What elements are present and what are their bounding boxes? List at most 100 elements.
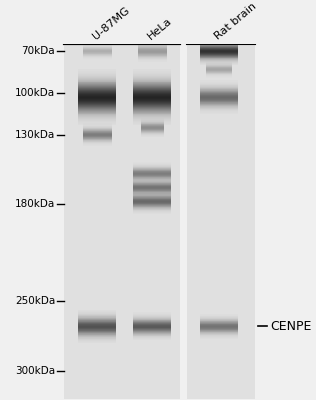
Bar (200, 47, 238, 48)
Bar (78, 314, 116, 315)
Bar (200, 335, 238, 336)
Text: 250kDa: 250kDa (15, 296, 55, 306)
Bar (200, 40, 238, 41)
Bar (200, 113, 238, 114)
Bar (133, 118, 171, 119)
FancyBboxPatch shape (187, 44, 255, 399)
Bar (78, 101, 116, 102)
Bar (200, 44, 238, 45)
Bar (133, 124, 171, 125)
Bar (78, 338, 116, 339)
Bar (133, 77, 171, 78)
Bar (133, 93, 171, 94)
Bar (200, 83, 238, 84)
Bar (133, 75, 171, 76)
Bar (78, 118, 116, 119)
Bar (200, 104, 238, 105)
Bar (133, 84, 171, 85)
Bar (133, 330, 171, 331)
Bar (200, 101, 238, 102)
Text: U-87MG: U-87MG (91, 5, 131, 42)
Bar (78, 327, 116, 328)
Bar (78, 87, 116, 88)
Bar (133, 106, 171, 107)
Bar (78, 73, 116, 74)
Bar (133, 123, 171, 124)
Bar (78, 330, 116, 331)
Bar (133, 206, 171, 207)
Bar (78, 76, 116, 77)
Bar (78, 311, 116, 312)
Bar (200, 111, 238, 112)
Bar (78, 340, 116, 341)
Text: HeLa: HeLa (146, 16, 174, 42)
Bar (78, 94, 116, 95)
Bar (200, 320, 238, 321)
Bar (200, 330, 238, 331)
Bar (200, 314, 238, 315)
Bar (200, 37, 238, 38)
Bar (200, 53, 238, 54)
Bar (200, 338, 238, 339)
Bar (78, 339, 116, 340)
Bar (133, 331, 171, 332)
Bar (133, 328, 171, 329)
Bar (78, 321, 116, 322)
Bar (200, 61, 238, 62)
Bar (78, 83, 116, 84)
Bar (78, 318, 116, 319)
Bar (133, 324, 171, 325)
Bar (133, 96, 171, 98)
Bar (78, 310, 116, 311)
Bar (78, 315, 116, 316)
Bar (78, 119, 116, 120)
Bar (133, 104, 171, 105)
Bar (200, 80, 238, 81)
Bar (200, 322, 238, 323)
Bar (200, 59, 238, 60)
Bar (133, 213, 171, 214)
Bar (133, 78, 171, 79)
Bar (78, 320, 116, 321)
Bar (133, 194, 171, 195)
Bar (200, 108, 238, 109)
Bar (133, 199, 171, 200)
Bar (78, 93, 116, 94)
Bar (133, 89, 171, 90)
Bar (78, 80, 116, 82)
Bar (133, 339, 171, 340)
Bar (200, 326, 238, 327)
Bar (133, 103, 171, 104)
Bar (200, 109, 238, 110)
Bar (133, 204, 171, 205)
Bar (133, 109, 171, 110)
Bar (133, 338, 171, 339)
Bar (78, 112, 116, 114)
Bar (133, 192, 171, 193)
Bar (133, 333, 171, 334)
Bar (133, 117, 171, 118)
Bar (78, 116, 116, 117)
Bar (133, 95, 171, 96)
Text: 70kDa: 70kDa (21, 46, 55, 56)
Bar (78, 325, 116, 326)
Bar (133, 323, 171, 324)
Bar (133, 316, 171, 317)
Bar (200, 46, 238, 47)
Bar (78, 342, 116, 343)
Bar (133, 73, 171, 74)
Bar (78, 316, 116, 317)
Bar (78, 120, 116, 121)
Bar (133, 212, 171, 213)
Bar (78, 313, 116, 314)
Bar (133, 313, 171, 314)
Bar (200, 319, 238, 320)
Bar (78, 70, 116, 71)
Bar (133, 203, 171, 204)
Bar (133, 321, 171, 322)
Bar (200, 92, 238, 93)
Bar (133, 315, 171, 316)
Bar (133, 190, 171, 191)
Bar (133, 105, 171, 106)
Bar (200, 85, 238, 86)
